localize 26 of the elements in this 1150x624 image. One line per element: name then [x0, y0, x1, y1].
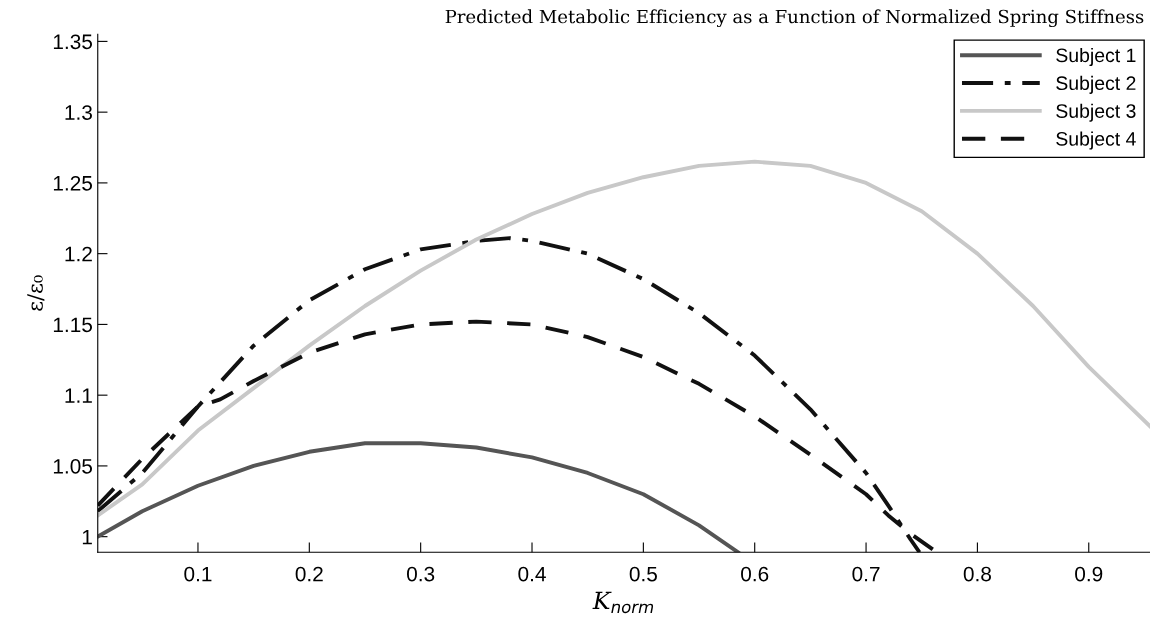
- legend-label: Subject 1: [1056, 47, 1136, 67]
- y-tick-label: 1.15: [53, 317, 93, 333]
- x-tick-label: 0.5: [629, 566, 657, 582]
- x-tick-label: 0.9: [1075, 566, 1103, 582]
- x-tick-label: 0.6: [741, 566, 769, 582]
- line-series: [97, 441, 740, 553]
- y-tick-label: 1.2: [65, 246, 92, 262]
- y-tick-label: 1.1: [65, 388, 92, 403]
- line-series: [97, 159, 1150, 518]
- x-axis-title: K$_{norm}$: [592, 591, 654, 614]
- x-tick-label: 0.8: [963, 566, 991, 582]
- x-tick-label: 0.7: [852, 566, 880, 582]
- legend-label: Subject 2: [1056, 75, 1136, 94]
- x-tick-label: 0.2: [295, 566, 323, 582]
- y-tick-label: 1: [82, 529, 92, 545]
- x-tick-label: 0.1: [184, 566, 212, 582]
- y-axis-title: ε/ε₀: [27, 275, 45, 311]
- x-tick-label: 0.3: [407, 566, 435, 582]
- x-tick-label: 0.4: [518, 566, 546, 582]
- chart-title: Predicted Metabolic Efficiency as a Function of Normalized Spring Stiffness: [445, 9, 1144, 28]
- y-tick-label: 1.35: [53, 34, 93, 50]
- y-tick-label: 1.25: [53, 175, 93, 191]
- y-tick-label: 1.3: [65, 105, 92, 120]
- legend-label: Subject 3: [1056, 103, 1136, 122]
- y-tick-label: 1.05: [53, 458, 93, 474]
- legend-label: Subject 4: [1056, 131, 1136, 150]
